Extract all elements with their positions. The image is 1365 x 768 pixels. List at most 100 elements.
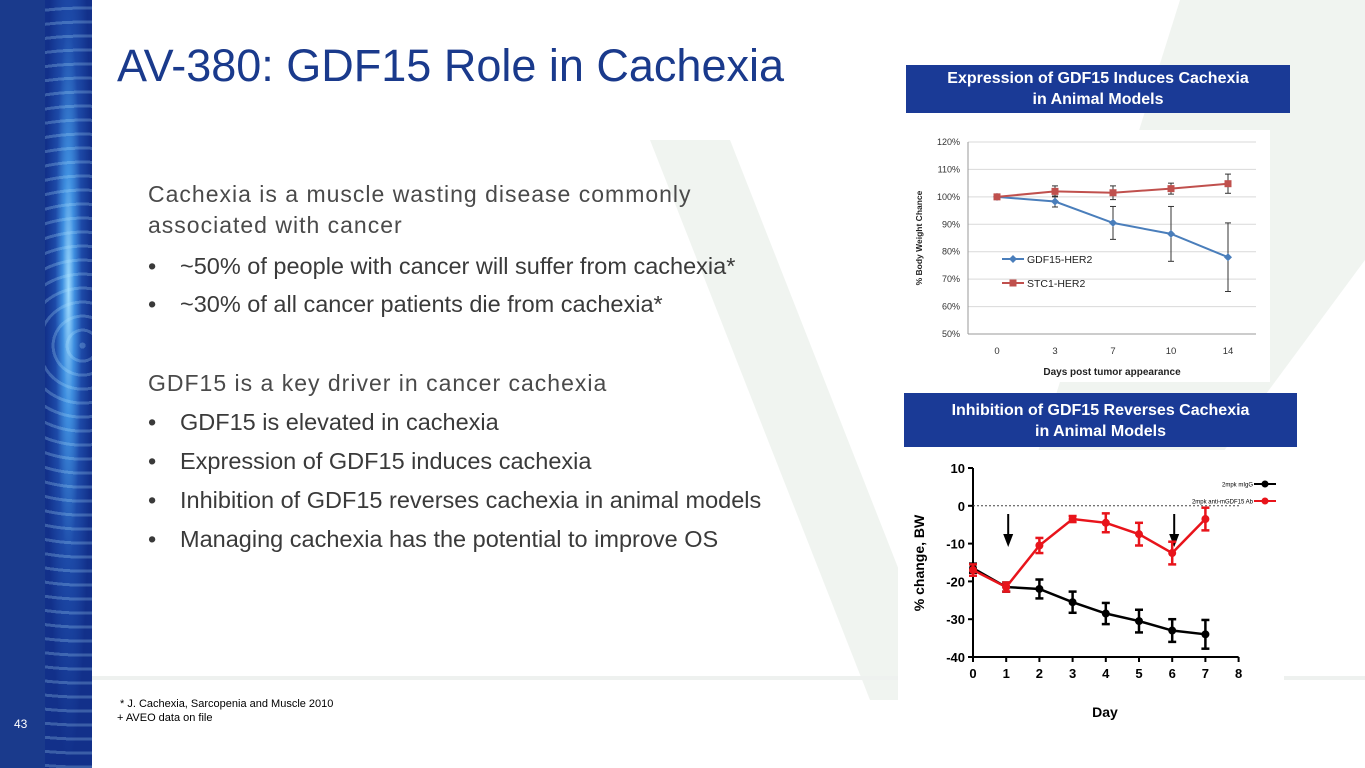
chart2-title-line2: in Animal Models [1035,423,1166,440]
y-tick-label: 60% [942,302,960,312]
y-tick-label: 70% [942,274,960,284]
x-tick-label: 7 [1110,346,1115,357]
x-axis-title: Days post tumor appearance [1043,367,1181,378]
data-point [1167,185,1175,193]
legend-marker [1009,279,1017,287]
legend-marker [1009,255,1017,263]
y-tick-label: 100% [937,192,960,202]
slide-title: AV-380: GDF15 Role in Cachexia [117,40,785,91]
data-point [1168,549,1177,558]
bullet-symbol: • [148,526,157,552]
data-point [1224,253,1232,262]
y-tick-label: 0 [958,499,965,514]
x-axis-title: Day [1092,704,1118,720]
data-point [1068,598,1077,607]
data-point [1101,518,1110,527]
data-point [1051,197,1059,206]
x-tick-label: 10 [1166,346,1177,357]
footnote-data-source: + AVEO data on file [117,712,213,724]
y-tick-label: 110% [938,164,960,174]
legend-marker [1261,497,1269,505]
bullet-symbol: • [148,253,157,279]
decorative-image-strip [45,0,92,768]
legend-label: 2mpk mIgG [1222,483,1253,489]
y-tick-label: 50% [942,329,960,339]
section1-bullet-1: • ~50% of people with cancer will suffer … [148,253,735,280]
y-axis-title: % Body Weight Chance [914,190,924,285]
bullet-symbol: • [148,409,157,435]
y-tick-label: 80% [942,247,960,257]
bullet-text: Expression of GDF15 induces cachexia [180,448,592,474]
chart1-title-line2: in Animal Models [1032,91,1164,108]
data-point [1135,617,1143,626]
bullet-symbol: • [148,448,157,474]
y-tick-label: -20 [946,574,965,589]
y-tick-label: -40 [946,650,965,665]
x-tick-label: 8 [1235,666,1242,681]
chart1-title-banner: Expression of GDF15 Induces Cachexia in … [906,65,1290,113]
chart2-title-banner: Inhibition of GDF15 Reverses Cachexia in… [904,393,1297,447]
chart1-title-line1: Expression of GDF15 Induces Cachexia [947,70,1249,87]
data-point [1201,515,1210,524]
series-line-2 [972,517,1207,589]
x-tick-label: 6 [1169,666,1176,681]
x-tick-label: 4 [1102,666,1110,681]
bullet-symbol: • [148,487,157,513]
x-tick-label: 0 [969,666,976,681]
data-point [1109,218,1117,227]
data-point [1224,180,1232,188]
data-point [1035,541,1044,550]
x-tick-label: 14 [1223,346,1234,357]
legend-marker [1261,480,1269,488]
x-tick-label: 1 [1003,666,1010,681]
section1-heading: Cachexia is a muscle wasting disease com… [148,181,692,238]
dosing-arrow-head [1003,534,1014,547]
data-point [1101,609,1110,618]
x-tick-label: 3 [1052,346,1057,357]
x-tick-label: 7 [1202,666,1209,681]
section2-bullet-3: • Inhibition of GDF15 reverses cachexia i… [148,487,761,514]
bullet-symbol: • [148,291,157,317]
body-weight-line-chart: 50% 60% 70% 80% 90% 100% 110% 120% 0 3 7 10 14 Days p… [898,130,1270,382]
footer-divider [92,676,1365,680]
bw-change-line-chart: -40 -30 -20 -10 0 10 0 1 2 3 4 5 6 7 8 Day % change, BW 2… [898,450,1284,733]
bullet-text: Inhibition of GDF15 reverses cachexia in… [180,487,762,513]
legend-label: STC1-HER2 [1027,278,1086,290]
section2-heading: GDF15 is a key driver in cancer cachexia [148,370,608,396]
bullet-text: ~50% of people with cancer will suffer f… [180,253,736,279]
y-tick-label: 10 [951,461,965,476]
data-point [1068,515,1077,524]
bullet-text: ~30% of all cancer patients die from cac… [180,291,663,317]
section2-bullet-2: • Expression of GDF15 induces cachexia [148,448,591,475]
data-point [1002,583,1011,592]
bullet-text: GDF15 is elevated in cachexia [180,409,499,435]
data-point [1168,626,1177,635]
data-point [1035,584,1044,593]
y-tick-label: -30 [946,612,965,627]
data-point [993,193,1001,201]
x-tick-label: 0 [994,346,999,357]
legend-label: 2mpk anti-mGDF15 Ab [1192,500,1254,506]
section2-bullet-1: • GDF15 is elevated in cachexia [148,409,499,436]
series-line-1 [972,567,1206,636]
y-tick-label: 90% [942,219,960,229]
x-tick-label: 5 [1135,666,1142,681]
y-tick-label: 120% [937,137,960,147]
data-point [1109,189,1117,197]
section2-bullet-4: • Managing cachexia has the potential to … [148,526,718,553]
data-point [969,566,977,575]
bullet-text: Managing cachexia has the potential to i… [180,526,719,552]
y-tick-label: -10 [946,537,965,552]
chart2-title-line1: Inhibition of GDF15 Reverses Cachexia [951,402,1250,419]
page-number: 43 [14,717,28,731]
x-tick-label: 3 [1069,666,1076,681]
x-tick-label: 2 [1036,666,1043,681]
footnote-citation: * J. Cachexia, Sarcopenia and Muscle 201… [120,698,334,710]
data-point [1051,187,1059,195]
data-point [1167,229,1175,238]
section1-bullet-2: • ~30% of all cancer patients die from ca… [148,291,663,318]
data-point [1201,630,1210,639]
y-axis-title: % change, BW [911,514,927,611]
legend-label: GDF15-HER2 [1027,254,1093,266]
data-point [1135,530,1143,539]
